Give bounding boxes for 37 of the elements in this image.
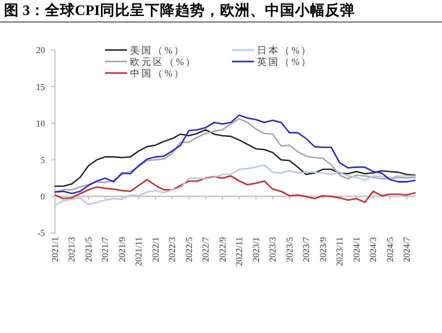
line-series — [54, 129, 416, 187]
x-tick-label: 2024/5 — [384, 236, 395, 262]
legend-label: 英国（%） — [257, 56, 312, 68]
x-tick-label: 2023/5 — [284, 236, 294, 262]
x-tick-label: 2024/3 — [368, 236, 378, 262]
x-tick-label: 2022/7 — [200, 236, 211, 262]
legend-label: 欧元区（%） — [130, 56, 197, 68]
x-tick-label: 2023/11 — [334, 237, 345, 266]
x-tick-label: 2022/5 — [184, 236, 194, 262]
x-tick-label: 2021/9 — [116, 236, 127, 262]
line-series — [54, 175, 416, 203]
x-tick-label: 2022/1 — [150, 237, 160, 262]
legend-label: 日本（%） — [257, 44, 312, 56]
y-tick-label: 0 — [40, 192, 46, 202]
x-tick-label: 2024/1 — [351, 237, 362, 262]
x-tick-label: 2021/11 — [134, 237, 144, 266]
legend-label: 中国（%） — [130, 67, 186, 80]
x-tick-label: 2022/11 — [234, 237, 244, 266]
x-tick-label: 2023/7 — [301, 236, 312, 262]
y-tick-label: 10 — [36, 118, 46, 128]
x-tick-label: 2024/7 — [402, 236, 412, 262]
y-tick-label: 20 — [36, 45, 46, 56]
line-series — [54, 164, 416, 206]
x-tick-label: 2021/3 — [66, 236, 77, 262]
x-tick-label: 2023/9 — [318, 236, 328, 262]
y-tick-label: 15 — [36, 82, 46, 92]
x-tick-label: 2022/9 — [217, 236, 228, 262]
x-tick-label: 2023/1 — [250, 237, 261, 262]
x-tick-label: 2023/3 — [268, 236, 278, 262]
chart-title: 图 3：全球CPI同比呈下降趋势，欧洲、中国小幅反弹 — [4, 2, 355, 19]
y-tick-label: 5 — [40, 154, 46, 165]
x-tick-label: 2021/1 — [50, 237, 60, 262]
y-tick-label: -5 — [38, 228, 46, 238]
x-tick-label: 2021/7 — [100, 236, 110, 262]
x-tick-label: 2022/3 — [167, 236, 178, 262]
x-tick-label: 2021/5 — [83, 236, 94, 262]
legend-label: 美国（%） — [130, 44, 186, 56]
